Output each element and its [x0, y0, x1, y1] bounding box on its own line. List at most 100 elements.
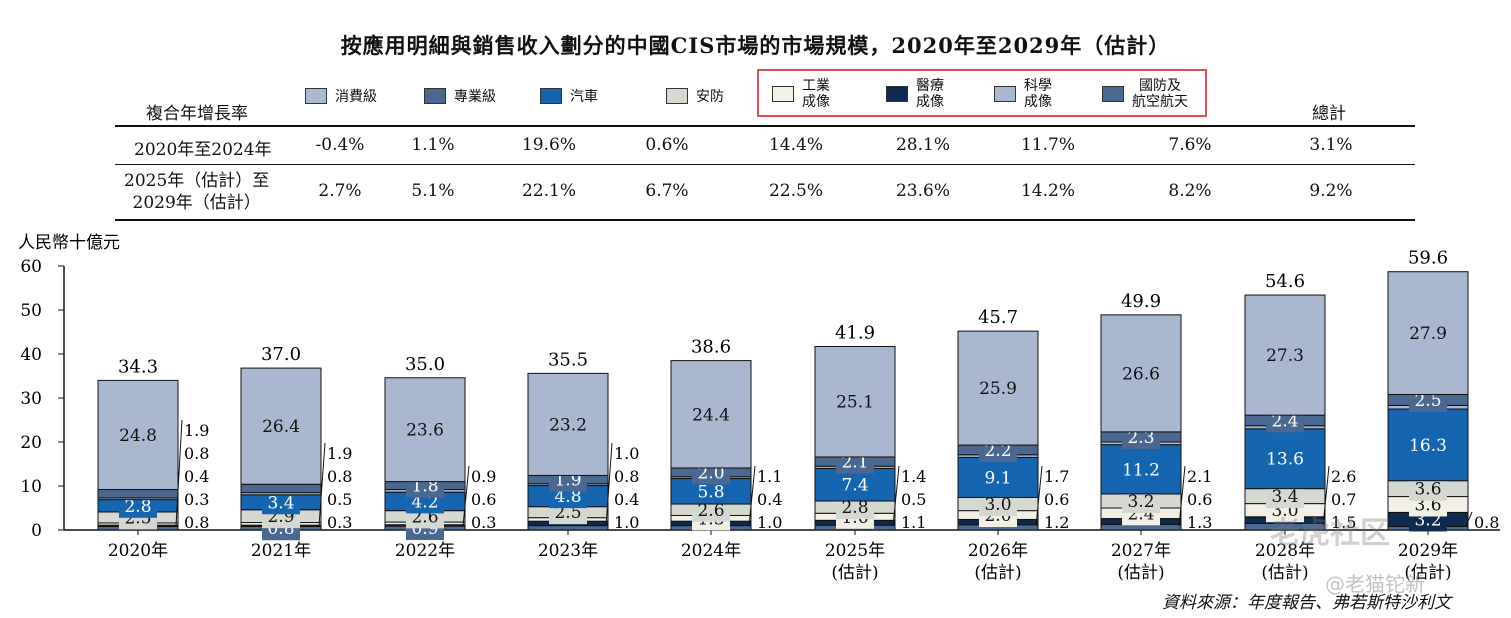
- side-value-label: 1.3: [1187, 513, 1212, 532]
- legend-industrial: 工業 成像: [772, 78, 830, 110]
- legend-label-l1: 醫療: [916, 78, 944, 94]
- bar-segment: [957, 456, 1039, 498]
- leader-line: [892, 465, 900, 527]
- legend-label-l2: 航空航天: [1132, 94, 1188, 110]
- cagr-cell: 1.1%: [411, 135, 455, 155]
- total-label: 49.9: [1121, 291, 1161, 312]
- total-label: 45.7: [978, 307, 1018, 328]
- segment-value-label: 25.9: [979, 379, 1017, 399]
- x-category-sublabel: (估計): [1404, 563, 1451, 583]
- bar-segment: [240, 367, 322, 485]
- side-value-label: 1.7: [1044, 467, 1069, 486]
- legend-swatch: [305, 88, 327, 104]
- segment-value-label: 11.2: [1122, 460, 1160, 480]
- x-category-label: 2028年: [1255, 541, 1315, 561]
- legend-automotive: 汽車: [540, 86, 598, 106]
- side-value-label: 0.7: [1331, 490, 1356, 509]
- side-value-label: 0.6: [1187, 490, 1212, 509]
- legend-label: 國防及 航空航天: [1132, 78, 1188, 110]
- segment-value-label: 23.6: [406, 421, 444, 441]
- segment-value-label: 25.1: [836, 393, 874, 413]
- legend-scientific: 科學 成像: [994, 78, 1052, 110]
- side-value-label: 1.0: [614, 513, 639, 532]
- y-tick-label: 0: [31, 521, 42, 541]
- legend-security: 安防: [666, 86, 724, 106]
- side-value-label: 0.3: [471, 513, 496, 532]
- x-category-label: 2022年: [395, 541, 455, 561]
- segment-value-label: 27.3: [1266, 346, 1304, 366]
- leader-line: [318, 442, 326, 527]
- total-label: 54.6: [1265, 271, 1305, 292]
- cagr-cell: 3.1%: [1309, 135, 1353, 155]
- bar-segment: [97, 379, 179, 491]
- side-value-label: 0.6: [1044, 490, 1069, 509]
- y-tick-label: 20: [20, 433, 42, 453]
- bar-segment: [670, 360, 752, 469]
- side-value-label: 0.4: [757, 490, 782, 509]
- x-category-label: 2023年: [538, 541, 598, 561]
- segment-value-label: 27.9: [1409, 324, 1447, 344]
- segment-value-label: 26.4: [262, 417, 300, 437]
- segment-value-label: 5.8: [697, 482, 724, 502]
- x-category-sublabel: (估計): [1117, 563, 1164, 583]
- legend-label: 汽車: [570, 89, 598, 105]
- cagr-cell: 2.7%: [318, 181, 362, 201]
- legend-label-l2: 成像: [802, 94, 830, 110]
- segment-value-label: 3.0: [984, 495, 1011, 515]
- row1-period: 2020年至2024年: [134, 140, 272, 160]
- y-tick-label: 30: [20, 389, 42, 409]
- total-label: 37.0: [261, 344, 301, 365]
- side-value-label: 0.5: [901, 490, 926, 509]
- segment-value-label: 2.2: [984, 441, 1011, 461]
- segment-value-label: 23.2: [549, 415, 587, 435]
- cagr-cell: 8.2%: [1168, 181, 1212, 201]
- segment-value-label: 2.4: [1271, 411, 1298, 431]
- segment-value-label: 2.6: [697, 501, 724, 521]
- segment-value-label: 16.3: [1409, 436, 1447, 456]
- y-tick-label: 10: [20, 477, 42, 497]
- y-tick-label: 40: [20, 345, 42, 365]
- side-value-label: 0.6: [471, 490, 496, 509]
- segment-value-label: 3.6: [1414, 480, 1441, 500]
- side-value-label: 0.8: [327, 467, 352, 486]
- total-label: 35.5: [548, 349, 588, 370]
- legend-swatch: [886, 86, 908, 102]
- legend-label-l1: 科學: [1024, 78, 1052, 94]
- legend-label: 安防: [696, 89, 724, 105]
- legend-swatch: [540, 88, 562, 104]
- cagr-cell: 22.1%: [521, 181, 576, 201]
- y-axis-label: 人民幣十億元: [18, 233, 120, 253]
- highlight-box: [757, 69, 1207, 117]
- leader-line: [1035, 465, 1043, 527]
- cagr-cell: 28.1%: [895, 135, 950, 155]
- cagr-cell: 0.6%: [645, 135, 689, 155]
- leader-line: [1465, 511, 1473, 527]
- legend-medical: 醫療 成像: [886, 78, 944, 110]
- segment-value-label: 2.5: [554, 503, 581, 523]
- side-value-label: 1.5: [1331, 513, 1356, 532]
- total-label: 59.6: [1408, 248, 1448, 269]
- cagr-cell: 19.6%: [521, 135, 576, 155]
- legend-professional: 專業級: [424, 86, 496, 106]
- row2-period-l2: 2029年（估計）: [132, 193, 261, 213]
- cagr-cell: 6.7%: [645, 181, 689, 201]
- legend-swatch: [994, 86, 1016, 102]
- table-rule-mid: [115, 164, 1415, 165]
- legend-consumer: 消費級: [305, 86, 377, 106]
- total-label: 35.0: [405, 354, 445, 375]
- cagr-cell: 7.6%: [1168, 135, 1212, 155]
- side-value-label: 1.0: [614, 444, 639, 463]
- side-value-label: 0.8: [184, 444, 209, 463]
- table-rule-bottom: [115, 219, 1415, 221]
- legend-label: 科學 成像: [1024, 78, 1052, 110]
- side-value-label: 2.6: [1331, 467, 1356, 486]
- watermark-handle: @老猫铊新: [1325, 572, 1425, 596]
- side-value-label: 1.1: [901, 513, 926, 532]
- segment-value-label: 3.4: [1271, 487, 1298, 507]
- x-category-label: 2020年: [108, 541, 168, 561]
- legend-label: 消費級: [335, 89, 377, 105]
- x-category-label: 2024年: [681, 541, 741, 561]
- bar-segment: [97, 489, 179, 499]
- total-label: 38.6: [691, 337, 731, 358]
- side-value-label: 0.9: [471, 467, 496, 486]
